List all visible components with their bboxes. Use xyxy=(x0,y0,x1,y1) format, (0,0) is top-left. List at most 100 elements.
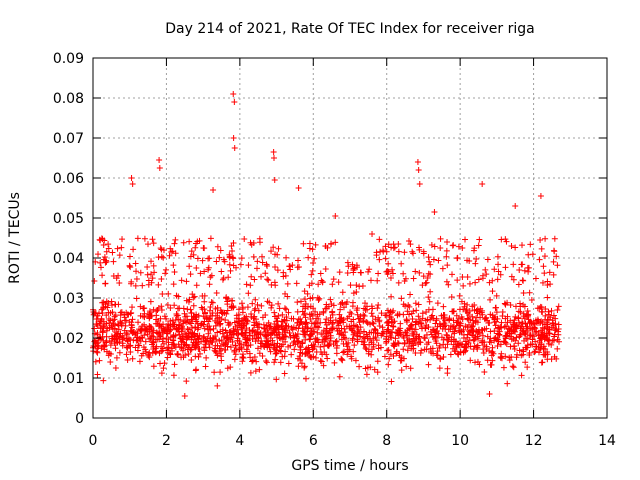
data-point xyxy=(362,300,369,307)
data-point xyxy=(430,256,437,263)
data-point xyxy=(524,264,531,271)
data-point xyxy=(444,336,451,343)
data-point xyxy=(226,261,233,268)
data-point xyxy=(509,363,516,370)
data-point xyxy=(286,263,293,270)
data-point xyxy=(531,321,538,328)
data-point xyxy=(503,238,510,245)
data-point xyxy=(519,321,526,328)
y-tick-label: 0.01 xyxy=(53,371,84,387)
data-point xyxy=(415,301,422,308)
data-point xyxy=(322,305,329,312)
data-point xyxy=(375,345,382,352)
data-point xyxy=(167,318,174,325)
data-point xyxy=(225,274,232,281)
data-point xyxy=(460,282,467,289)
data-point xyxy=(423,341,430,348)
data-point xyxy=(413,307,420,314)
data-point xyxy=(370,320,377,327)
data-point xyxy=(487,296,494,303)
data-point xyxy=(173,311,180,318)
data-point xyxy=(431,243,438,250)
data-point xyxy=(307,332,314,339)
data-point xyxy=(108,338,115,345)
data-point xyxy=(314,294,321,301)
data-point xyxy=(137,326,144,333)
data-point xyxy=(181,393,188,399)
data-point xyxy=(298,298,305,305)
data-point xyxy=(183,278,190,285)
data-point xyxy=(522,344,529,351)
data-point xyxy=(292,341,299,348)
data-point xyxy=(109,335,116,342)
y-tick-label: 0.02 xyxy=(53,331,84,347)
data-point xyxy=(240,354,247,361)
data-point xyxy=(429,312,436,319)
data-point xyxy=(309,267,316,274)
data-point xyxy=(150,306,157,313)
data-point xyxy=(164,354,171,361)
data-point xyxy=(536,256,543,263)
data-point xyxy=(96,357,103,364)
data-point xyxy=(144,241,151,248)
data-point xyxy=(218,268,225,275)
data-point xyxy=(515,319,522,326)
data-point xyxy=(186,296,193,303)
data-point xyxy=(271,279,278,286)
data-point xyxy=(137,312,144,319)
data-point xyxy=(350,331,357,338)
data-point xyxy=(369,305,376,312)
data-point xyxy=(221,309,228,316)
data-point xyxy=(133,295,140,302)
data-point xyxy=(376,256,383,263)
data-point xyxy=(157,332,164,339)
data-point xyxy=(333,337,340,344)
data-point xyxy=(149,275,156,282)
data-point xyxy=(515,340,522,347)
data-point xyxy=(208,272,215,279)
data-point xyxy=(335,322,342,329)
data-point xyxy=(479,339,486,346)
data-point xyxy=(349,261,356,268)
data-point xyxy=(503,323,510,330)
data-point xyxy=(159,347,166,354)
data-point xyxy=(252,305,259,312)
data-point xyxy=(265,277,272,284)
data-point xyxy=(483,346,490,353)
data-point xyxy=(127,310,134,317)
data-point xyxy=(361,328,368,335)
data-point xyxy=(533,344,540,351)
data-point xyxy=(264,298,271,305)
data-point xyxy=(554,336,561,343)
data-point xyxy=(430,350,437,357)
data-point xyxy=(285,309,292,316)
data-point xyxy=(134,337,141,344)
data-points xyxy=(90,91,562,399)
data-point xyxy=(329,311,336,318)
data-point xyxy=(245,290,252,297)
data-point xyxy=(544,294,551,301)
data-point xyxy=(195,335,202,342)
data-point xyxy=(301,363,308,370)
data-point xyxy=(544,336,551,343)
data-point xyxy=(545,308,552,315)
data-point xyxy=(346,313,353,320)
data-point xyxy=(538,304,545,311)
data-point xyxy=(474,319,481,326)
data-point xyxy=(446,315,453,322)
data-point xyxy=(539,324,546,331)
data-point xyxy=(193,264,200,271)
data-point xyxy=(522,320,529,327)
data-point xyxy=(494,342,501,349)
data-point xyxy=(287,333,294,340)
data-point xyxy=(201,298,208,305)
data-point xyxy=(420,248,427,255)
axis-ticks xyxy=(92,57,608,419)
data-point xyxy=(176,344,183,351)
data-point xyxy=(522,331,529,338)
data-point xyxy=(537,193,544,199)
data-point xyxy=(143,348,150,355)
data-point xyxy=(148,258,155,265)
data-point xyxy=(237,261,244,268)
